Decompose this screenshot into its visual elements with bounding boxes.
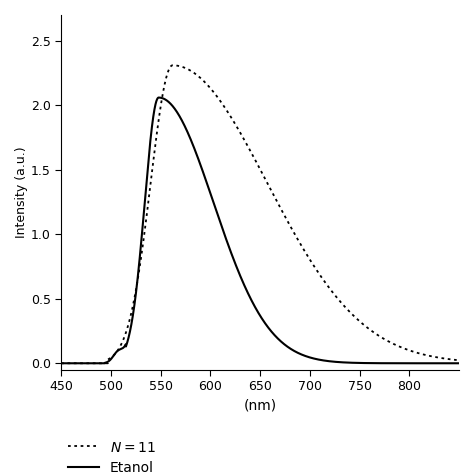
X-axis label: (nm): (nm) [244,399,277,413]
Legend: $N = 11$, Etanol: $N = 11$, Etanol [68,440,155,474]
Y-axis label: Intensity (a.u.): Intensity (a.u.) [15,146,28,238]
